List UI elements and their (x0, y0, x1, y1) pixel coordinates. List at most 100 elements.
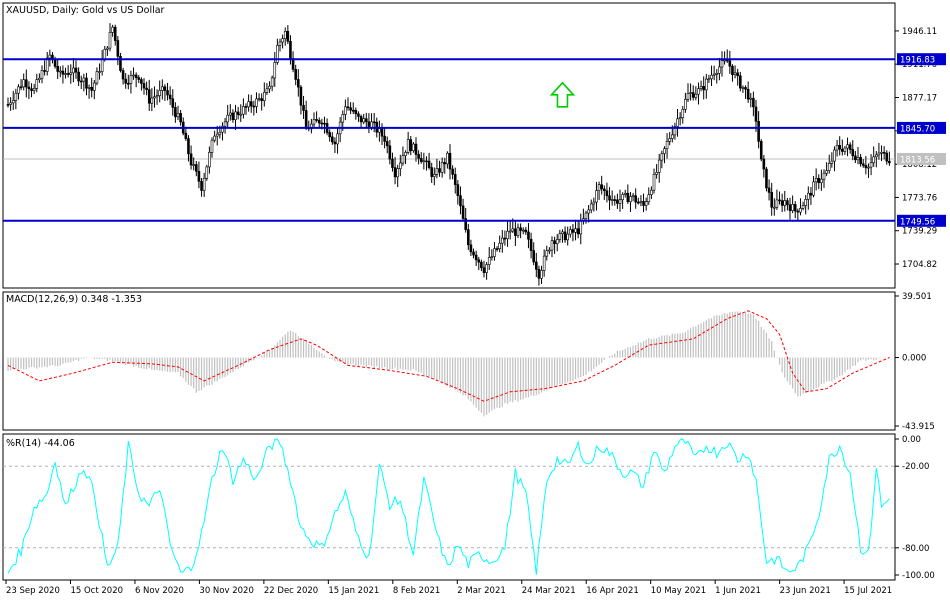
candle-body (304, 110, 308, 129)
candle-body (861, 163, 865, 166)
candle-body (851, 149, 855, 157)
candle-body (388, 145, 392, 160)
macd-tick-label: -43.915 (902, 422, 935, 432)
candle-body (621, 194, 624, 201)
candle-body (529, 238, 533, 251)
candle-body (53, 59, 57, 67)
candle-body (90, 86, 93, 91)
candle-body (404, 152, 407, 156)
candle-body (134, 74, 138, 78)
x-tick-label: 23 Sep 2020 (6, 586, 60, 596)
candle-body (783, 200, 787, 206)
candle-body (822, 172, 826, 180)
candle-body (155, 95, 159, 98)
candle-body (487, 257, 491, 265)
price-tag-label: 1749.56 (900, 217, 935, 227)
candle-body (503, 237, 507, 240)
candle-body (506, 230, 509, 239)
candle-body (678, 117, 682, 120)
candle-body (297, 79, 300, 88)
candle-body (74, 67, 78, 73)
candle-body (446, 152, 449, 165)
candle-body (153, 96, 156, 99)
candle-body (623, 192, 627, 195)
candle-body (694, 93, 698, 98)
candle-body (244, 106, 248, 108)
candle-body (333, 141, 337, 145)
macd-panel[interactable]: MACD(12,26,9) 0.348 -1.353 39.501 0.000 -4… (6, 292, 935, 432)
candle-body (744, 87, 747, 90)
candle-body (882, 151, 886, 154)
candle-body (320, 122, 324, 125)
horizontal-levels[interactable] (3, 58, 895, 222)
candle-body (346, 106, 350, 109)
candle-body (516, 227, 520, 236)
candle-body (260, 98, 263, 101)
candle-body (48, 54, 52, 59)
price-panel[interactable]: XAUUSD, Daily: Gold vs US Dollar 1946.11… (3, 5, 946, 286)
candle-body (469, 244, 473, 253)
candle-body (367, 121, 371, 128)
candle-body (749, 97, 753, 100)
y-tick-label: 1877.17 (902, 94, 937, 104)
candle-body (631, 195, 635, 197)
candle-body (616, 199, 619, 204)
candle-body (812, 181, 815, 196)
candle-body (705, 78, 708, 91)
candle-body (35, 79, 39, 89)
panel-frames (2, 2, 896, 581)
candle-body (30, 88, 33, 91)
candle-body (176, 113, 180, 118)
candle-body (807, 192, 810, 200)
candle-body (574, 228, 577, 233)
candle-body (106, 47, 109, 50)
price-tag (897, 152, 946, 165)
candle-body (273, 62, 277, 79)
candle-body (655, 172, 658, 175)
candle-body (603, 188, 606, 192)
candle-body (663, 148, 666, 154)
macd-title: MACD(12,26,9) 0.348 -1.353 (6, 294, 142, 305)
candle-body (189, 153, 193, 166)
candle-body (579, 220, 583, 235)
candle-body (550, 240, 554, 251)
candle-body (113, 26, 117, 41)
candle-body (676, 118, 679, 127)
candle-body (396, 168, 399, 178)
candle-body (79, 80, 83, 83)
candle-body (718, 66, 721, 74)
candle-body (323, 122, 326, 125)
candle-body (370, 121, 373, 128)
candle-body (163, 86, 167, 91)
candle-body (401, 155, 405, 164)
candle-body (95, 71, 99, 84)
williams-r-panel[interactable]: %R(14) -44.06 0.00 -20.00 -80.00 -100.00 (3, 435, 935, 581)
y-tick-label: 1704.82 (902, 260, 937, 270)
candle-body (673, 126, 677, 136)
candle-body (276, 45, 279, 63)
candle-body (349, 107, 352, 111)
candle-body (514, 228, 517, 236)
candle-body (780, 200, 784, 206)
candle-body (147, 89, 151, 104)
candle-body (200, 181, 203, 191)
candle-body (608, 195, 611, 201)
candle-body (788, 204, 792, 211)
level-price-tags: 1813.56 1916.83 1845.70 1749.56 (897, 53, 946, 227)
candle-body (289, 40, 292, 59)
candle-body (378, 128, 381, 133)
candle-body (168, 94, 172, 100)
candle-body (519, 227, 522, 231)
x-tick-label: 16 Apr 2021 (586, 586, 639, 596)
y-tick-label: 1946.11 (902, 27, 937, 37)
candle-body (841, 148, 844, 152)
candle-body (427, 160, 431, 168)
candle-body (315, 119, 318, 121)
panel-frame (2, 2, 896, 289)
candle-body (229, 112, 232, 116)
candle-body (647, 194, 651, 202)
candle-body (127, 82, 130, 85)
candle-body (354, 110, 358, 115)
candle-body (399, 162, 402, 170)
candle-body (480, 261, 483, 269)
